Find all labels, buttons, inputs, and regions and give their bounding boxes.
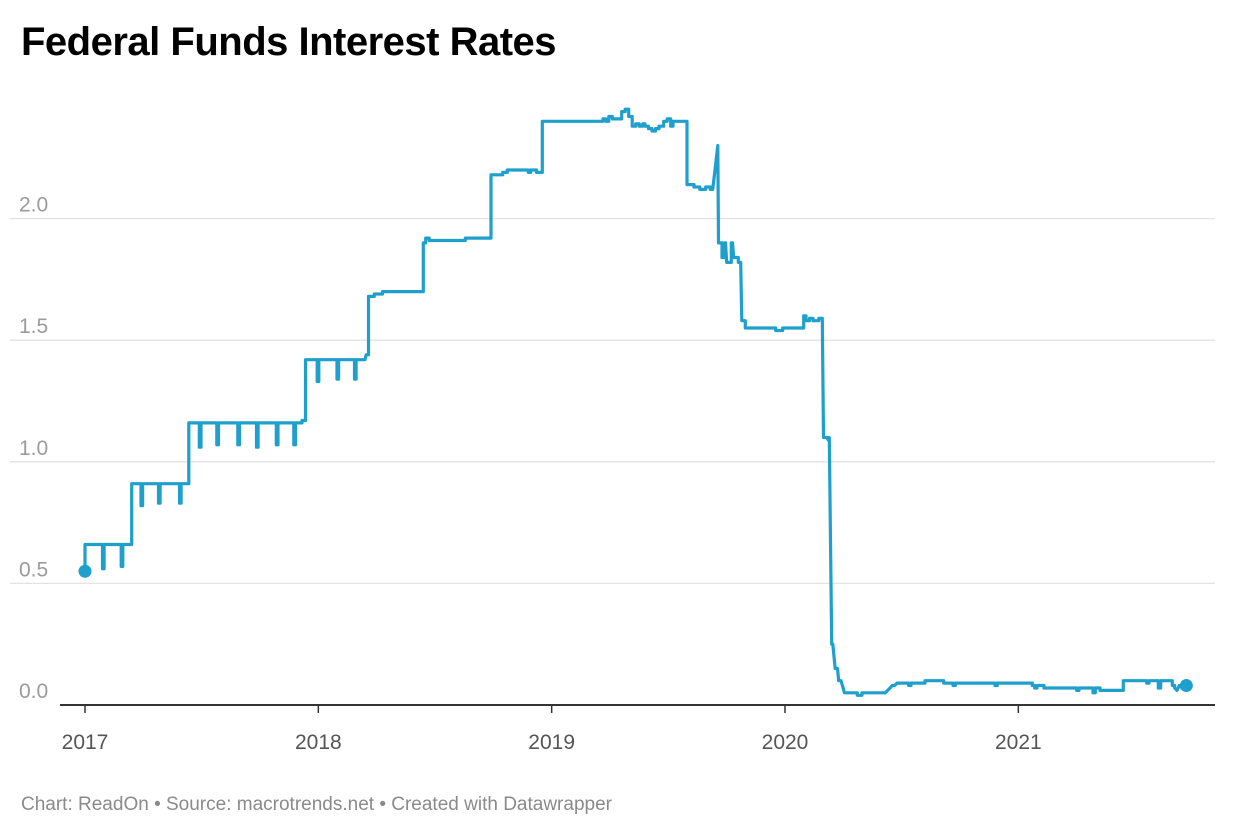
chart-title: Federal Funds Interest Rates (21, 20, 557, 64)
x-tick-label: 2020 (762, 731, 809, 754)
line-chart: 0.0 0.5 1.0 1.5 2.0 2017 2018 2019 2020 2021 (10, 107, 1215, 754)
y-axis: 0.0 0.5 1.0 1.5 2.0 (19, 194, 48, 703)
x-tick-label: 2017 (62, 731, 109, 754)
end-point (1179, 679, 1193, 693)
y-tick-label: 0.0 (19, 680, 48, 703)
start-point (78, 564, 92, 578)
y-tick-label: 1.5 (19, 315, 48, 338)
y-tick-label: 1.0 (19, 437, 48, 460)
series-line (83, 107, 1188, 697)
series-group (78, 107, 1193, 697)
x-tick-label: 2018 (295, 731, 342, 754)
x-axis: 2017 2018 2019 2020 2021 (60, 704, 1215, 754)
chart-footer: Chart: ReadOn • Source: macrotrends.net … (21, 794, 612, 815)
y-tick-label: 0.5 (19, 558, 48, 581)
y-tick-label: 2.0 (19, 194, 48, 217)
x-tick-label: 2019 (528, 731, 575, 754)
x-tick-label: 2021 (995, 731, 1042, 754)
grid-lines (10, 217, 1215, 585)
